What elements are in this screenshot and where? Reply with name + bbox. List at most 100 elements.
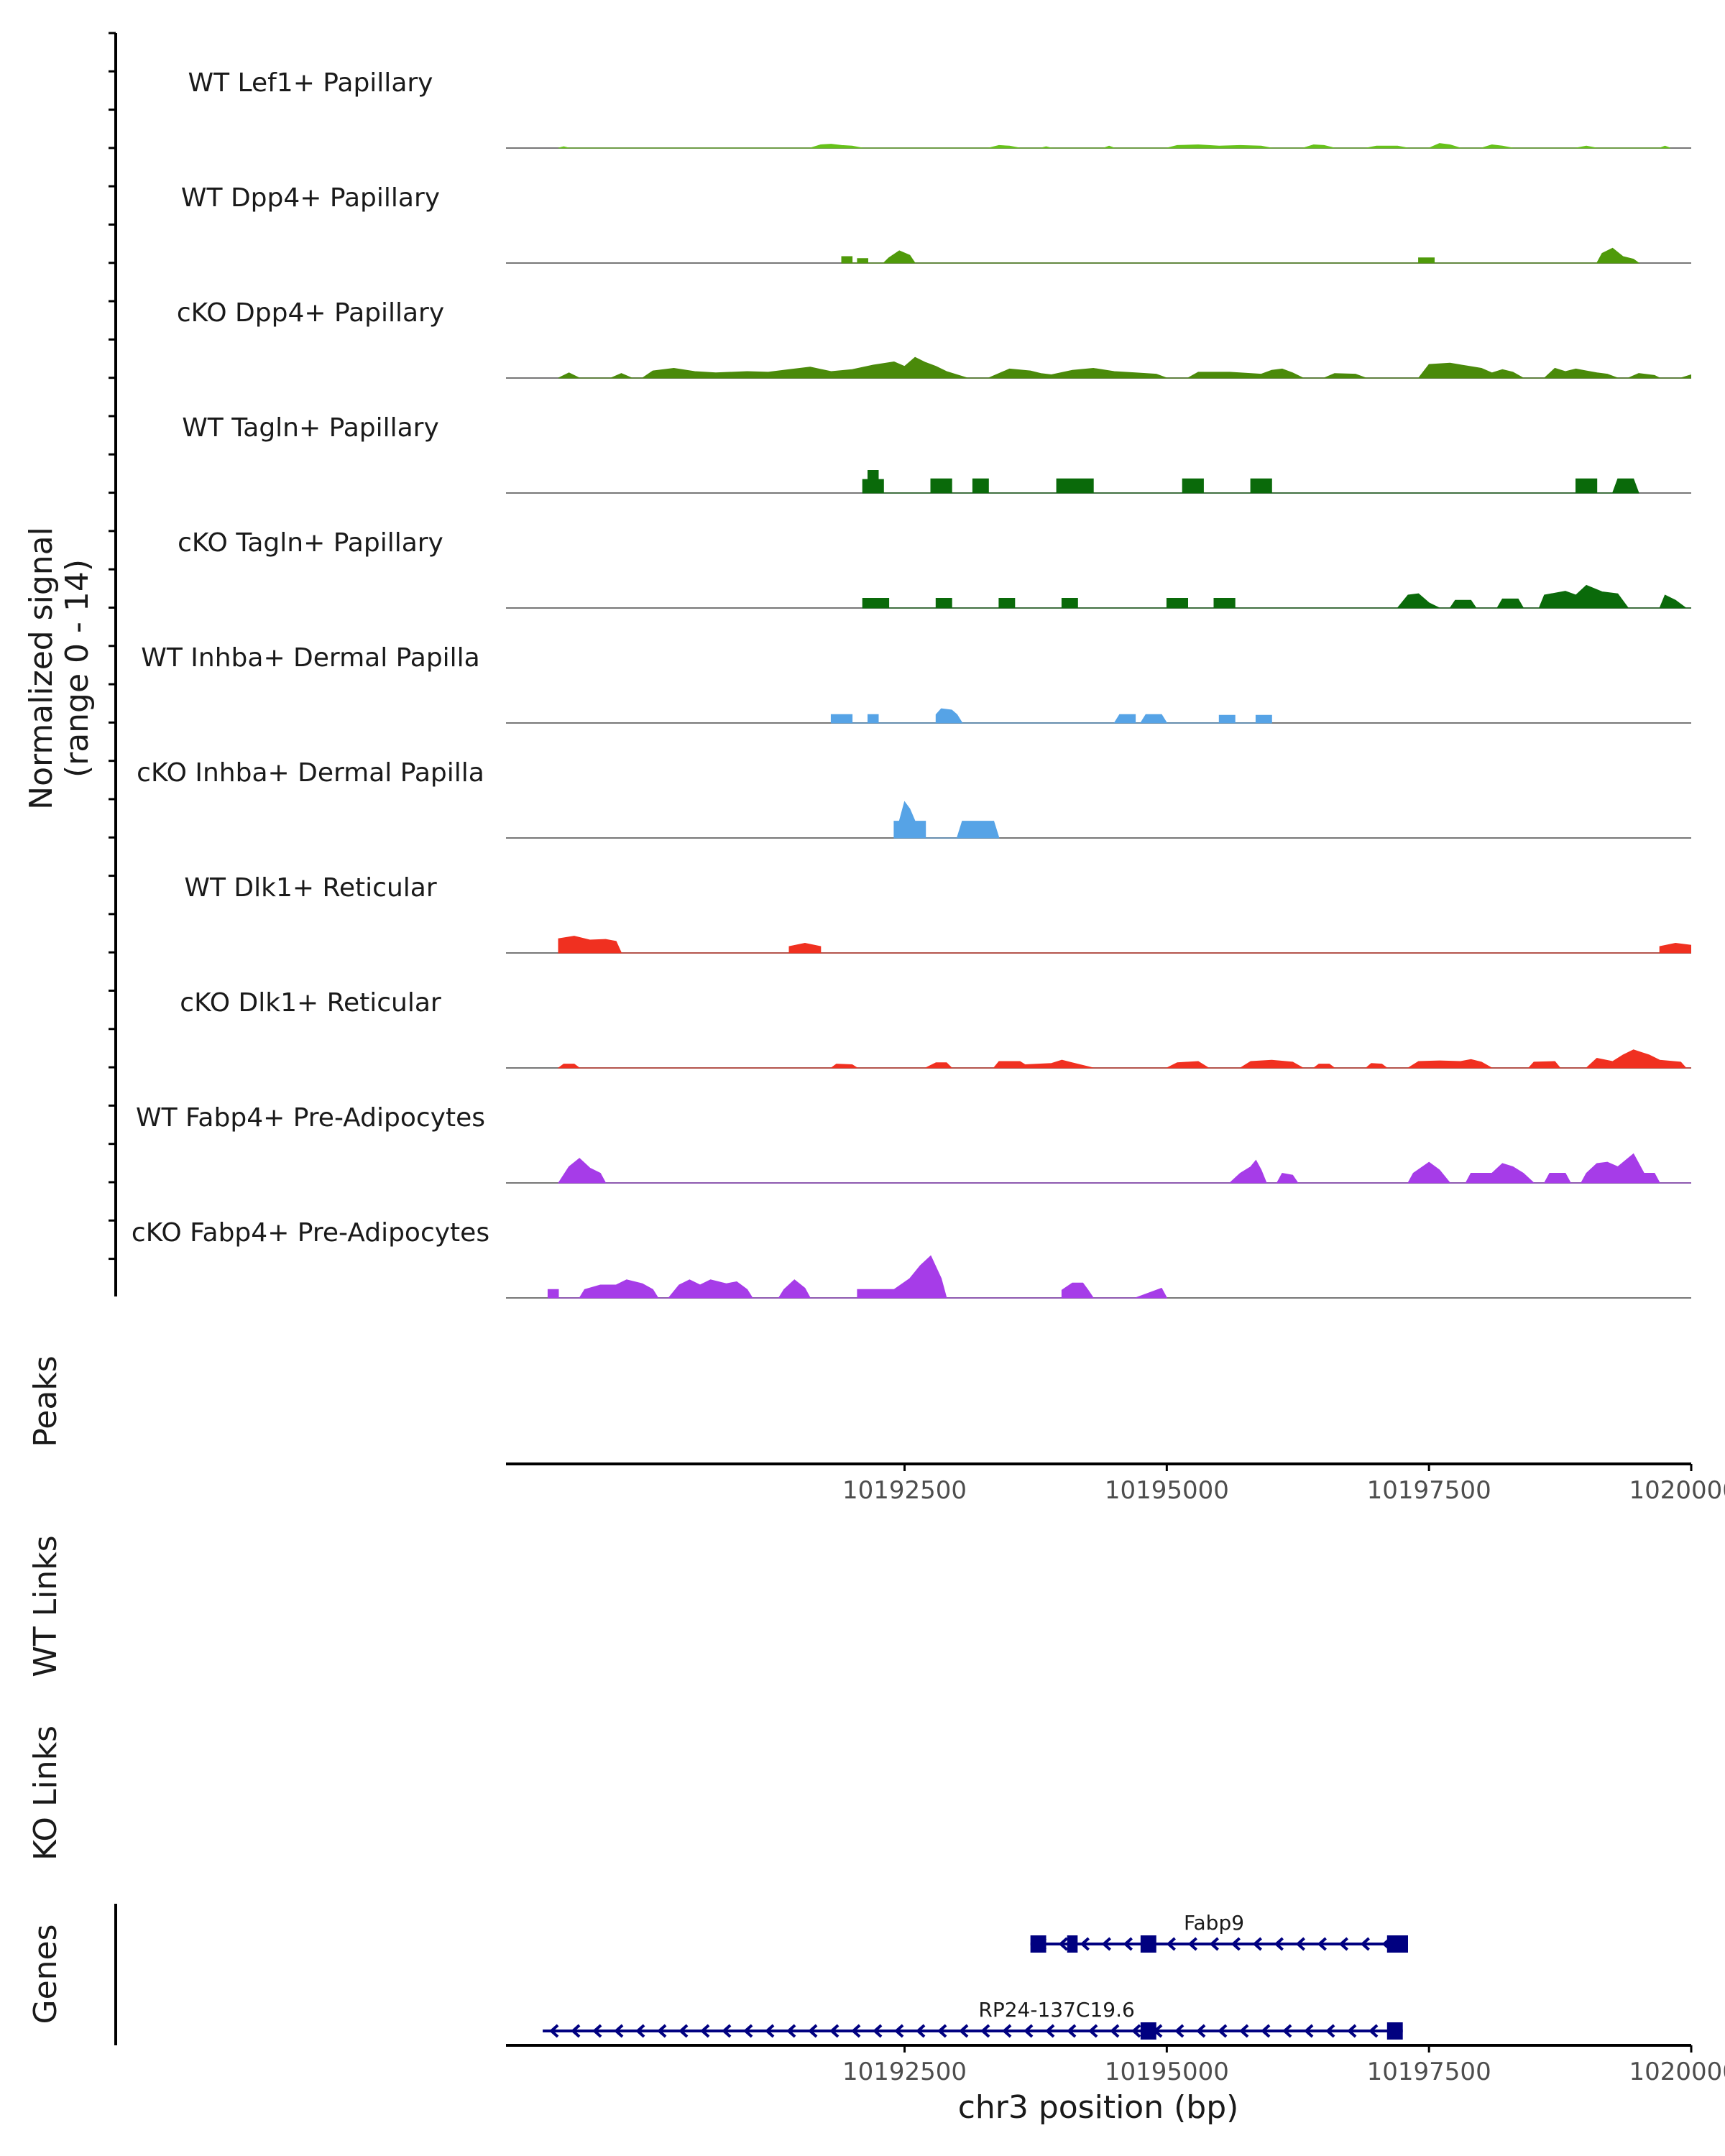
x-axis-title: chr3 position (bp) bbox=[958, 2089, 1239, 2126]
strand-arrow bbox=[894, 2024, 904, 2038]
y-axis-label: Normalized signal bbox=[23, 527, 60, 810]
strand-arrow bbox=[1131, 2024, 1141, 2038]
coverage-area bbox=[862, 584, 1691, 609]
strand-arrow bbox=[1338, 1937, 1348, 1951]
track-label: WT Tagln+ Papillary bbox=[182, 413, 439, 443]
peaks-x-axis-ticks: 10192500 10195000 10197500 10200000 bbox=[842, 1464, 1725, 1505]
gene-models: Fabp9 RP24-137C19.6 bbox=[543, 1911, 1408, 2040]
coverage-area bbox=[557, 1049, 1691, 1069]
coverage-track-7: cKO Inhba+ Dermal Papilla bbox=[137, 758, 1691, 839]
strand-arrow bbox=[1174, 2024, 1184, 2038]
coverage-track-1: WT Lef1+ Papillary bbox=[188, 68, 1691, 149]
exon bbox=[1140, 2022, 1156, 2040]
strand-arrow bbox=[743, 2024, 753, 2038]
coverage-area bbox=[558, 1153, 1691, 1184]
x-tick-label: 10195000 bbox=[1105, 2058, 1229, 2086]
exon bbox=[1140, 1935, 1156, 1953]
x-tick-label: 10197500 bbox=[1367, 2058, 1491, 2086]
coverage-area bbox=[547, 1255, 1168, 1299]
gene-label: RP24-137C19.6 bbox=[978, 1998, 1134, 2022]
gene-2: RP24-137C19.6 bbox=[543, 1998, 1403, 2040]
track-label: WT Fabp4+ Pre-Adipocytes bbox=[136, 1103, 485, 1133]
strand-arrow bbox=[1347, 2024, 1357, 2038]
x-tick-label: 10192500 bbox=[842, 2058, 967, 2086]
y-axis-range-label: (range 0 - 14) bbox=[59, 559, 96, 778]
strand-arrow bbox=[1317, 1937, 1327, 1951]
coverage-area bbox=[841, 247, 1640, 264]
coverage-area bbox=[558, 356, 1691, 379]
strand-arrow bbox=[1123, 1937, 1133, 1951]
gene-1: Fabp9 bbox=[1030, 1911, 1408, 1953]
exon bbox=[1067, 1935, 1078, 1953]
strand-arrow bbox=[1024, 2024, 1034, 2038]
coverage-y-label: Normalized signal (range 0 - 14) bbox=[23, 527, 96, 810]
strand-arrow bbox=[980, 2024, 990, 2038]
track-label: WT Dpp4+ Papillary bbox=[181, 183, 440, 213]
strand-arrow bbox=[808, 2024, 818, 2038]
strand-arrow bbox=[1002, 2024, 1012, 2038]
coverage-area bbox=[558, 936, 1691, 954]
coverage-area bbox=[862, 470, 1639, 494]
strand-arrow bbox=[1058, 1937, 1068, 1951]
genes-x-axis-ticks: 10192500 10195000 10197500 10200000 bbox=[842, 2045, 1725, 2086]
strand-arrow bbox=[1325, 2024, 1335, 2038]
track-label: cKO Inhba+ Dermal Papilla bbox=[137, 758, 484, 788]
strand-arrow bbox=[1239, 2024, 1249, 2038]
strand-arrow bbox=[1252, 1937, 1262, 1951]
coverage-track-3: cKO Dpp4+ Papillary bbox=[177, 298, 1691, 379]
strand-arrow bbox=[829, 2024, 840, 2038]
strand-arrow bbox=[1360, 1937, 1370, 1951]
strand-arrow bbox=[1282, 2024, 1292, 2038]
strand-arrow bbox=[1101, 1937, 1111, 1951]
strand-arrow bbox=[765, 2024, 775, 2038]
track-label: cKO Dlk1+ Reticular bbox=[180, 988, 441, 1018]
coverage-track-11: cKO Fabp4+ Pre-Adipocytes bbox=[132, 1218, 1691, 1299]
strand-arrow bbox=[722, 2024, 732, 2038]
coverage-track-10: WT Fabp4+ Pre-Adipocytes bbox=[136, 1103, 1691, 1184]
strand-arrow bbox=[549, 2024, 559, 2038]
strand-arrow bbox=[1166, 1937, 1176, 1951]
strand-arrow bbox=[873, 2024, 883, 2038]
x-tick-label: 10197500 bbox=[1367, 1476, 1491, 1505]
coverage-track-6: WT Inhba+ Dermal Papilla bbox=[141, 643, 1691, 724]
strand-arrow bbox=[1295, 1937, 1305, 1951]
coverage-track-2: WT Dpp4+ Papillary bbox=[181, 183, 1691, 264]
strand-arrow bbox=[1368, 2024, 1379, 2038]
strand-arrow bbox=[1304, 2024, 1314, 2038]
track-label: cKO Dpp4+ Papillary bbox=[177, 298, 444, 328]
coverage-y-axis-ticks bbox=[109, 32, 116, 1261]
strand-arrow bbox=[635, 2024, 645, 2038]
genes-panel-label: Genes bbox=[27, 1924, 64, 2024]
strand-arrow bbox=[678, 2024, 689, 2038]
strand-arrow bbox=[786, 2024, 796, 2038]
track-label: WT Dlk1+ Reticular bbox=[184, 873, 436, 903]
x-tick-label: 10192500 bbox=[842, 1476, 967, 1505]
strand-arrow bbox=[1196, 2024, 1206, 2038]
track-label: cKO Fabp4+ Pre-Adipocytes bbox=[132, 1218, 489, 1248]
strand-arrow bbox=[1187, 1937, 1197, 1951]
x-tick-label: 10195000 bbox=[1105, 1476, 1229, 1505]
strand-arrow bbox=[1218, 2024, 1228, 2038]
strand-arrow bbox=[959, 2024, 969, 2038]
strand-arrow bbox=[851, 2024, 861, 2038]
strand-arrow bbox=[614, 2024, 624, 2038]
coverage-area bbox=[558, 143, 1670, 149]
x-tick-label: 10200000 bbox=[1629, 1476, 1725, 1505]
coverage-track-9: cKO Dlk1+ Reticular bbox=[180, 988, 1691, 1069]
peaks-panel-label: Peaks bbox=[27, 1355, 64, 1447]
wt-links-panel-label: WT Links bbox=[27, 1535, 64, 1677]
exon bbox=[1030, 1935, 1046, 1953]
strand-arrow bbox=[1045, 2024, 1055, 2038]
strand-arrow bbox=[700, 2024, 710, 2038]
strand-arrow bbox=[592, 2024, 602, 2038]
gene-label: Fabp9 bbox=[1184, 1911, 1244, 1935]
track-label: cKO Tagln+ Papillary bbox=[178, 528, 443, 558]
strand-arrow bbox=[1230, 1937, 1241, 1951]
strand-arrow bbox=[1110, 2024, 1120, 2038]
strand-arrow bbox=[1088, 2024, 1098, 2038]
exon bbox=[1386, 1935, 1408, 1953]
ko-links-panel-label: KO Links bbox=[27, 1726, 64, 1861]
x-tick-label: 10200000 bbox=[1629, 2058, 1725, 2086]
strand-arrow bbox=[1080, 1937, 1090, 1951]
